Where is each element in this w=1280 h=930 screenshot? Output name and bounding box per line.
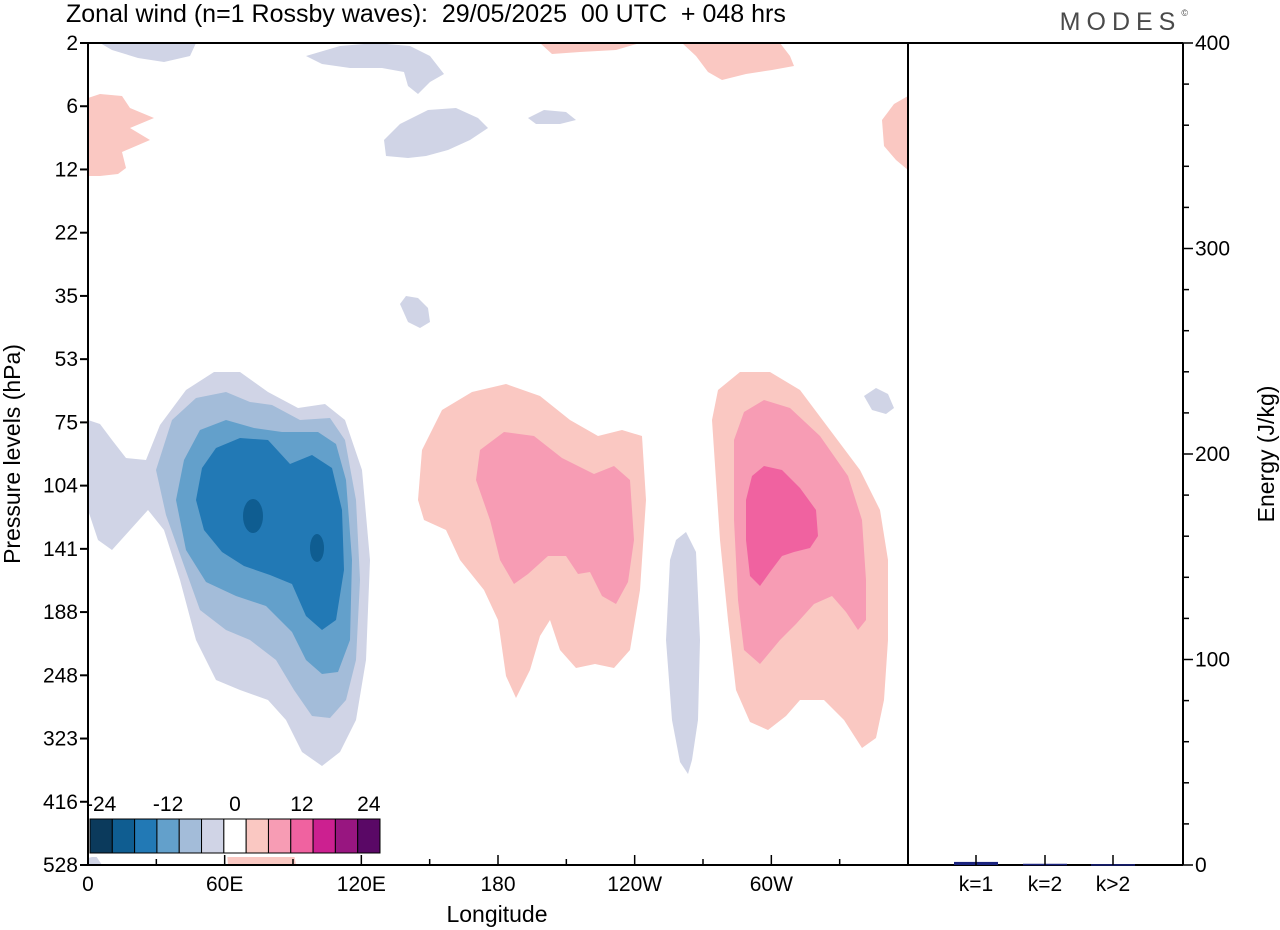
colorbar-swatch: [134, 818, 158, 854]
pressure-tick-label: 188: [43, 601, 78, 624]
pressure-tick-label: 141: [43, 538, 78, 561]
contour-pos-6-strat-g: [882, 96, 908, 170]
colorbar-swatch: [334, 818, 359, 854]
energy-category-label: k=1: [959, 873, 993, 896]
colorbar-label: 24: [357, 793, 381, 816]
colorbar-swatch: [89, 818, 113, 854]
chart-title: Zonal wind (n=1 Rossby waves): 29/05/202…: [66, 0, 786, 28]
colorbar-label: -12: [153, 793, 183, 816]
energy-axis-title: Energy (J/kg): [1253, 386, 1279, 523]
energy-axis: 0 100 200 300 400: [1183, 32, 1230, 877]
contour-pos-18-east: [746, 466, 818, 586]
colorbar-swatch: [267, 818, 292, 854]
energy-bars: k=1 k=2 k>2: [954, 855, 1135, 896]
colorbar-swatch: [178, 818, 203, 854]
colorbar-swatch: [245, 818, 269, 854]
colorbar-swatch: [156, 818, 180, 854]
contour-neg-6-strat-d: [528, 110, 576, 124]
pressure-tick-label: 35: [55, 285, 78, 308]
colorbar-label: -24: [86, 793, 117, 816]
pressure-axis: 2 6 12 22 35 53 75 104 141 188 248 323 416 528: [43, 32, 88, 877]
energy-category-label: k=2: [1028, 873, 1062, 896]
energy-tick-label: 300: [1195, 238, 1230, 261]
longitude-tick-label: 60W: [750, 873, 793, 896]
energy-tick-label: 200: [1195, 443, 1230, 466]
pressure-tick-label: 22: [55, 222, 78, 245]
colorbar-swatch: [312, 818, 336, 854]
contour-pos-6-strat-west: [88, 94, 154, 176]
energy-tick-label: 400: [1195, 32, 1230, 55]
longitude-tick-label: 60E: [206, 873, 243, 896]
pressure-tick-label: 528: [43, 854, 78, 877]
contour-neg-6-bottom: [88, 856, 102, 865]
brand-text: MODES: [1059, 8, 1182, 36]
contour-pos-12-center: [476, 432, 634, 604]
contour-neg-30a: [243, 499, 263, 533]
pressure-tick-label: 323: [43, 728, 78, 751]
colorbar-labels: -24 -12 0 12 24: [86, 793, 381, 816]
colorbar-label: 0: [229, 793, 241, 816]
pressure-tick-label: 104: [43, 475, 78, 498]
colorbar-swatch: [223, 818, 247, 854]
contour-neg-6-mid-a: [400, 296, 430, 328]
longitude-axis: 0 60E 120E 180 120W 60W: [82, 855, 909, 896]
contour-neg-6-narrow: [666, 532, 700, 774]
colorbar-swatch: [201, 818, 225, 854]
energy-tick-label: 0: [1195, 854, 1207, 877]
longitude-tick-label: 180: [480, 873, 515, 896]
pressure-tick-label: 12: [55, 158, 78, 181]
energy-tick-label: 100: [1195, 649, 1230, 672]
contour-neg-6-strat-b: [306, 43, 444, 94]
energy-category-label: k>2: [1096, 873, 1130, 896]
longitude-tick-label: 120W: [607, 873, 662, 896]
colorbar: [88, 789, 382, 857]
contour-neg-24: [196, 438, 344, 630]
pressure-tick-label: 75: [55, 411, 78, 434]
pressure-tick-label: 6: [66, 95, 78, 118]
contour-neg-6-strat-c: [100, 43, 196, 62]
pressure-tick-label: 53: [55, 348, 78, 371]
longitude-tick-label: 120E: [337, 873, 386, 896]
colorbar-swatch: [290, 818, 314, 854]
contour-neg-6-mid-b: [864, 388, 894, 414]
longitude-tick-label: 0: [82, 873, 94, 896]
y-axis-title: Pressure levels (hPa): [0, 344, 25, 564]
contour-neg-6-strat-a: [384, 108, 488, 158]
colorbar-swatch: [357, 818, 381, 854]
brand-logo: MODES©: [1060, 8, 1188, 37]
contour-pos-6-strat-f: [540, 43, 640, 54]
pressure-tick-label: 2: [66, 32, 78, 55]
contour-field: [88, 43, 908, 865]
pressure-tick-label: 416: [43, 791, 78, 814]
colorbar-swatch: [111, 818, 136, 854]
colorbar-label: 12: [290, 793, 313, 816]
brand-copyright-mark: ©: [1181, 8, 1188, 18]
x-axis-title: Longitude: [446, 901, 547, 927]
contour-pos-6-strat-e: [682, 43, 794, 80]
contour-neg-30b: [310, 534, 324, 562]
pressure-tick-label: 248: [43, 664, 78, 687]
